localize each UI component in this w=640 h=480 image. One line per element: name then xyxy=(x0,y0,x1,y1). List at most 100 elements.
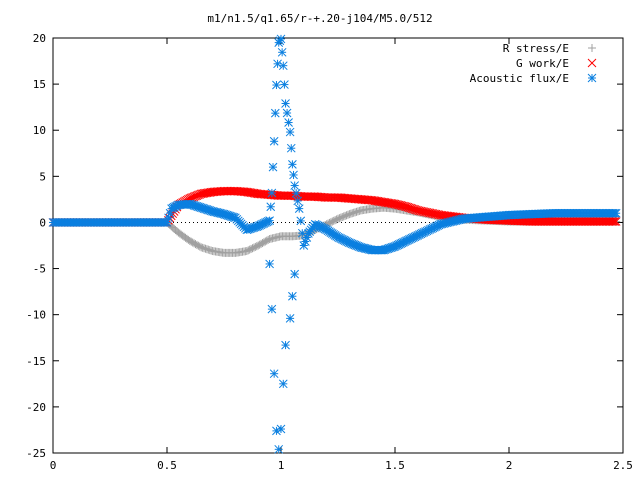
data-point xyxy=(277,47,287,57)
data-point xyxy=(266,202,276,212)
x-tick-label: 2.5 xyxy=(613,459,633,472)
data-point xyxy=(570,217,579,226)
y-tick-label: -5 xyxy=(33,263,46,276)
data-point xyxy=(276,34,286,44)
data-point xyxy=(278,61,288,71)
data-point xyxy=(542,217,552,226)
x-tick-label: 2 xyxy=(506,459,513,472)
legend-marker xyxy=(587,58,597,68)
y-tick-label: 15 xyxy=(33,78,46,91)
legend-marker xyxy=(588,44,596,52)
data-point xyxy=(291,188,301,198)
data-point xyxy=(582,217,591,226)
chart-title: m1/n1.5/q1.65/r-+.20-j104/M5.0/512 xyxy=(207,12,432,25)
data-point xyxy=(272,426,281,436)
data-point xyxy=(294,204,304,213)
x-tick-label: 1 xyxy=(278,459,285,472)
x-tick-label: 0 xyxy=(50,459,57,472)
data-point xyxy=(583,217,593,226)
data-point xyxy=(541,217,550,226)
data-point xyxy=(607,217,617,226)
data-point xyxy=(267,304,277,314)
y-tick-label: 5 xyxy=(39,170,46,183)
data-point xyxy=(288,159,297,169)
data-point xyxy=(566,217,576,226)
data-point xyxy=(563,217,573,226)
data-point xyxy=(527,217,537,226)
data-point xyxy=(588,217,597,226)
data-point xyxy=(263,216,273,226)
data-point xyxy=(573,217,582,226)
data-point xyxy=(611,208,621,218)
legend-label: G work/E xyxy=(516,57,569,70)
data-point xyxy=(580,217,590,226)
data-point xyxy=(278,379,288,389)
data-point xyxy=(272,80,281,90)
series-layer xyxy=(48,34,621,454)
data-point xyxy=(276,424,286,434)
data-point xyxy=(164,213,173,223)
data-point xyxy=(532,217,541,226)
data-point xyxy=(268,162,278,172)
data-point xyxy=(571,217,581,226)
series-3 xyxy=(265,259,300,454)
data-point xyxy=(284,118,293,127)
x-tick-label: 1.5 xyxy=(385,459,405,472)
data-point xyxy=(565,217,575,226)
data-point xyxy=(265,216,274,225)
data-point xyxy=(547,217,556,226)
data-point xyxy=(545,217,555,226)
data-point xyxy=(568,217,578,226)
data-point xyxy=(285,127,295,137)
y-tick-label: -15 xyxy=(26,355,46,368)
data-point xyxy=(533,217,543,226)
y-tick-label: -20 xyxy=(26,401,46,414)
y-tick-label: -10 xyxy=(26,309,46,322)
data-point xyxy=(289,170,298,180)
data-point xyxy=(288,291,297,301)
legend-label: Acoustic flux/E xyxy=(470,72,569,85)
data-point xyxy=(539,217,549,226)
data-point xyxy=(269,369,279,379)
data-point xyxy=(265,259,274,269)
data-point xyxy=(290,269,300,279)
y-tick-label: 0 xyxy=(39,216,46,229)
data-point xyxy=(586,217,596,226)
x-tick-label: 0.5 xyxy=(157,459,177,472)
data-point xyxy=(557,217,567,226)
y-tick-label: -25 xyxy=(26,447,46,460)
data-point xyxy=(290,181,300,190)
data-point xyxy=(585,217,594,226)
data-point xyxy=(281,340,290,350)
legend-marker xyxy=(587,73,597,83)
y-tick-label: 10 xyxy=(33,124,46,137)
data-point xyxy=(562,217,572,226)
plot-area-frame xyxy=(52,37,624,454)
data-point xyxy=(554,217,564,226)
data-point xyxy=(273,59,282,69)
data-point xyxy=(548,217,558,226)
data-point xyxy=(528,217,538,226)
data-point xyxy=(282,108,292,118)
data-point xyxy=(285,314,295,323)
y-axis-ticks: 20 15 10 5 0 -5 -10 -15 -20 -25 xyxy=(26,32,623,460)
y-tick-label: 20 xyxy=(33,32,46,45)
data-point xyxy=(274,444,284,454)
data-point xyxy=(544,217,553,226)
data-point xyxy=(267,188,277,198)
data-point xyxy=(589,217,599,226)
data-point xyxy=(577,217,587,226)
legend-label: R stress/E xyxy=(503,42,569,55)
x-axis-ticks: 0 0.5 1 1.5 2 2.5 xyxy=(50,38,633,472)
data-point xyxy=(556,217,566,226)
data-point xyxy=(280,80,289,89)
data-point xyxy=(269,136,279,146)
data-point xyxy=(530,217,540,226)
data-point xyxy=(293,196,303,206)
legend: R stress/E G work/E Acoustic flux/E xyxy=(470,42,597,85)
data-point xyxy=(608,217,618,226)
data-point xyxy=(610,217,620,226)
data-point xyxy=(560,217,570,226)
data-point xyxy=(576,217,585,226)
